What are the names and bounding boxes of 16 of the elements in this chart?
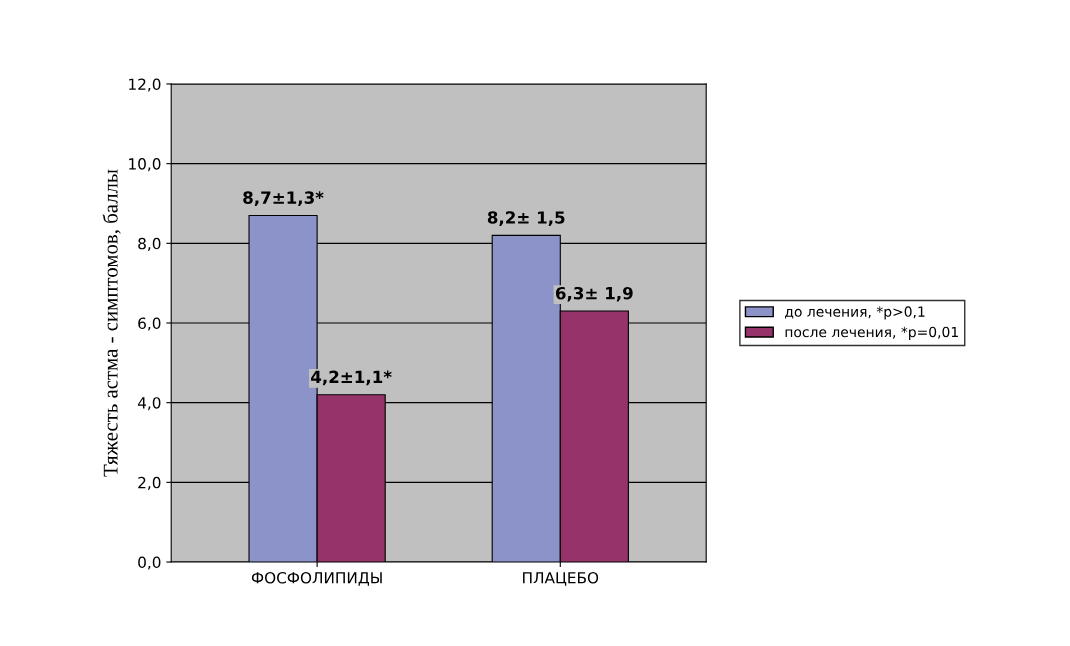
data-label: 4,2±1,1* bbox=[311, 370, 392, 386]
data-label: 8,7±1,3* bbox=[243, 191, 324, 207]
y-tick-label: 8,0 bbox=[138, 237, 161, 251]
x-tick-label: ПЛАЦЕБО bbox=[523, 572, 599, 586]
y-tick-label: 0,0 bbox=[138, 556, 161, 570]
y-tick-label: 6,0 bbox=[138, 317, 161, 331]
x-tick-label: ФОСФОЛИПИДЫ bbox=[251, 572, 382, 586]
data-label: 6,3± 1,9 bbox=[555, 286, 633, 302]
y-tick-label: 10,0 bbox=[129, 158, 161, 172]
legend-label: до лечения, *p>0,1 bbox=[785, 306, 925, 320]
y-tick-label: 4,0 bbox=[137, 397, 161, 411]
y-tick-label: 2,0 bbox=[138, 476, 161, 490]
y-axis-title: Тяжесть астма - симптомов, баллы bbox=[102, 169, 121, 477]
data-label: 8,2± 1,5 bbox=[487, 211, 565, 226]
y-tick-label: 12,0 bbox=[129, 78, 161, 92]
legend-label: после лечения, *p=0,01 bbox=[785, 326, 958, 340]
